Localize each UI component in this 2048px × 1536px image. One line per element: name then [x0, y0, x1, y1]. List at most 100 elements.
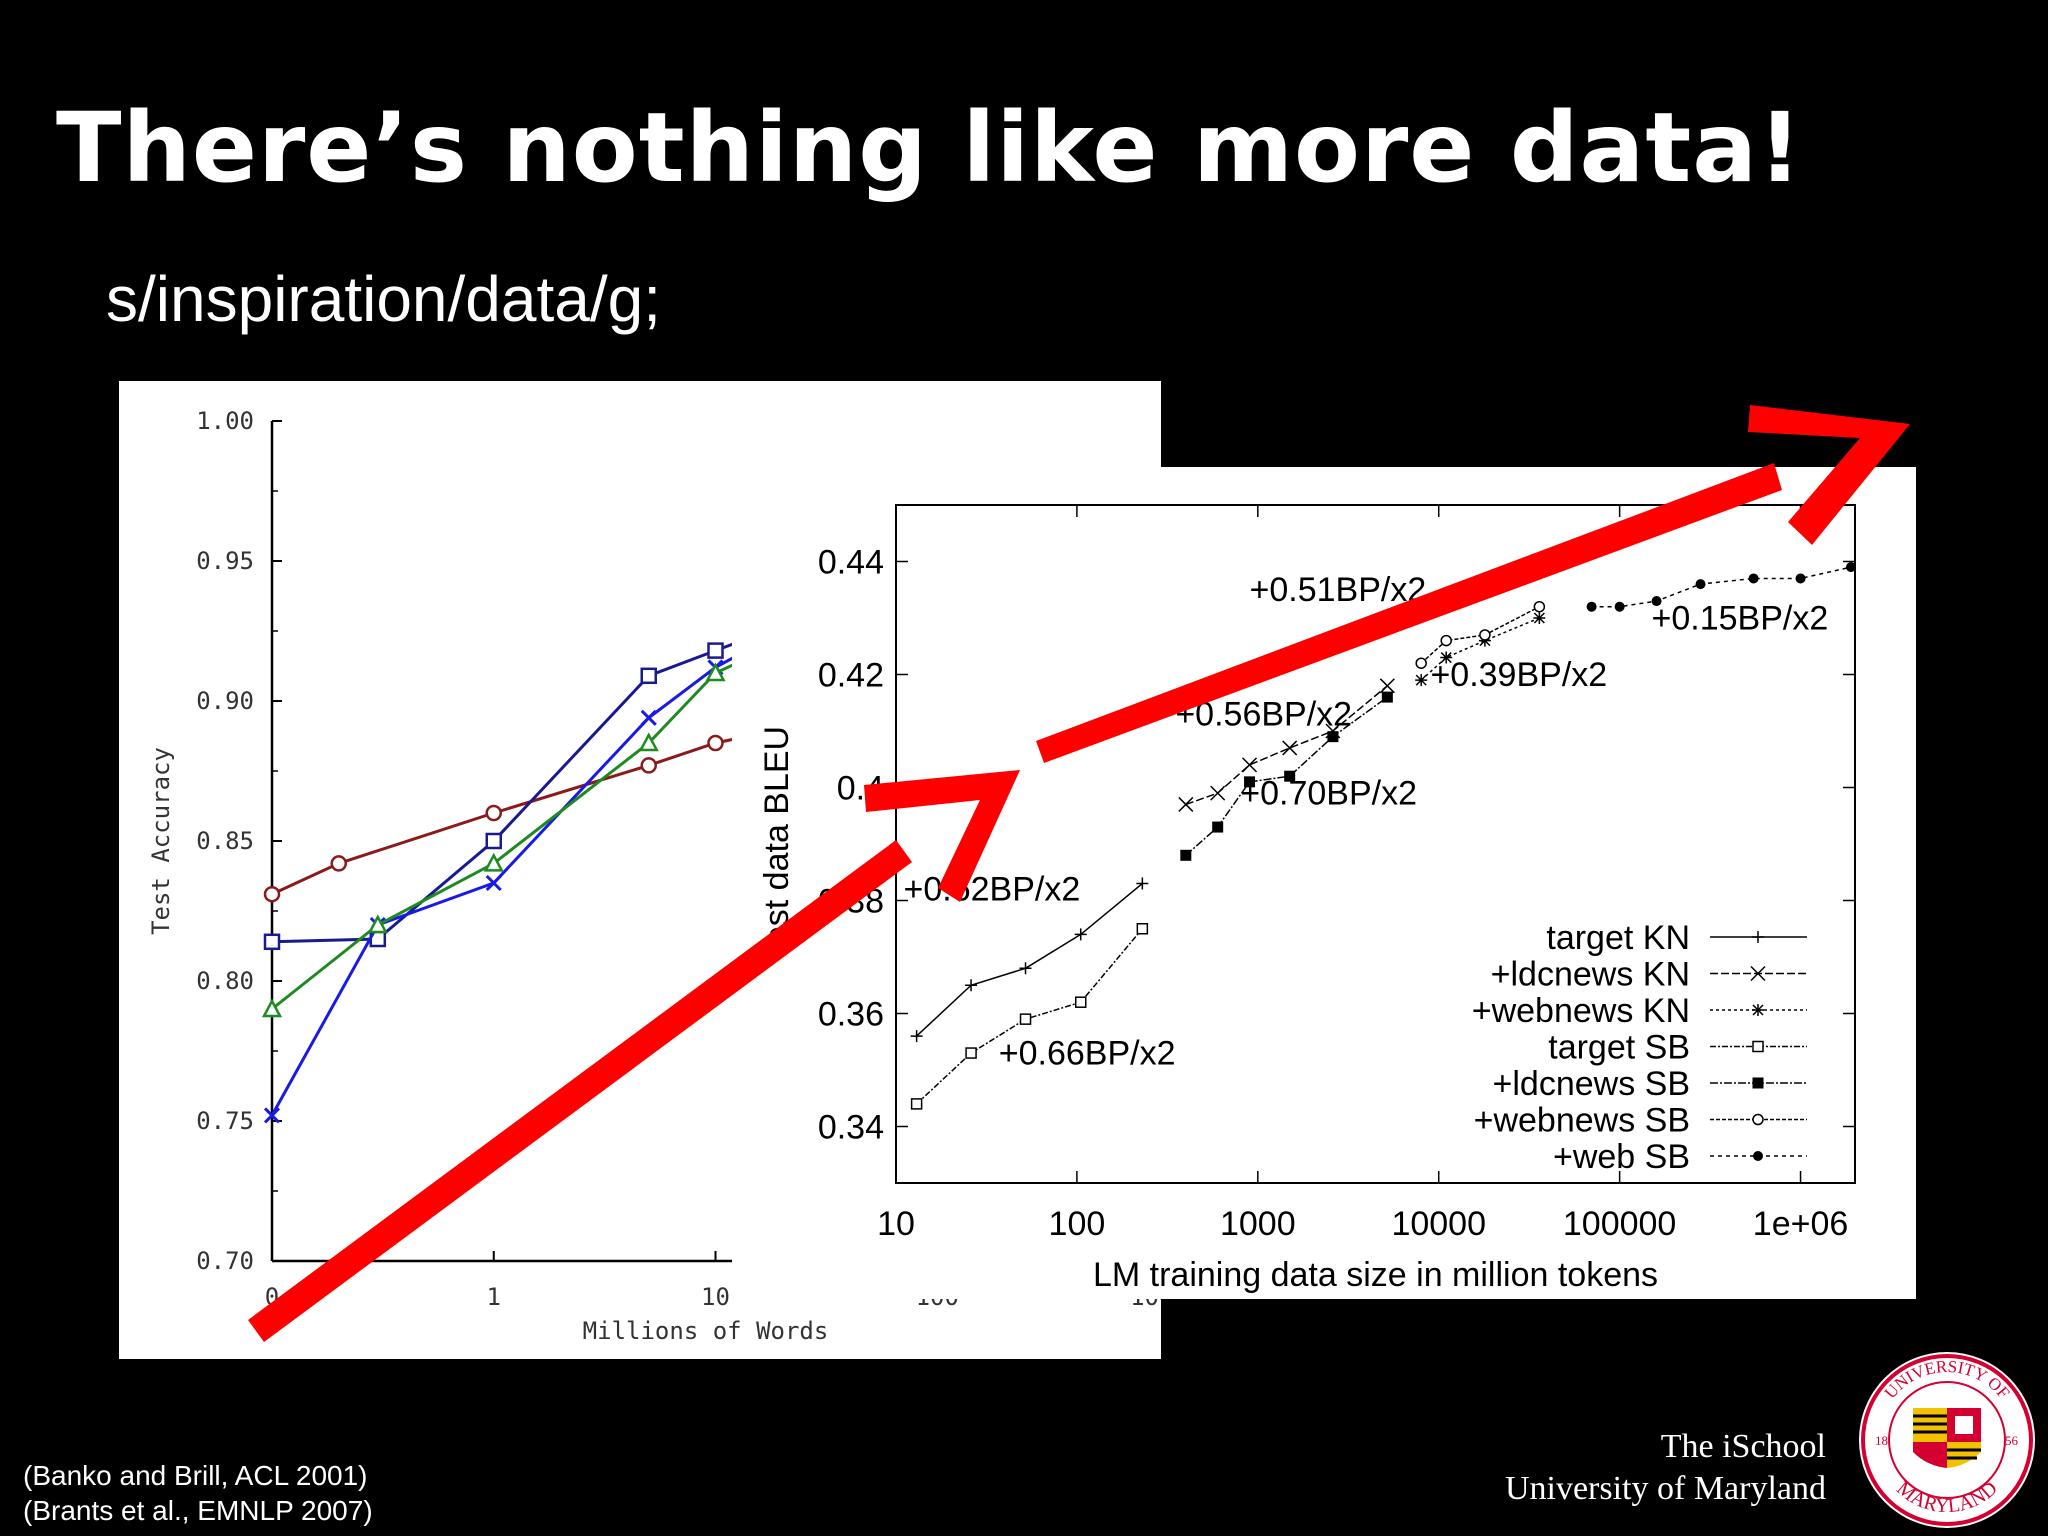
series-5	[1415, 600, 1546, 669]
slope-annotation: +0.66BP/x2	[999, 1034, 1176, 1072]
x-tick-label: 1	[487, 1283, 501, 1311]
data-point	[1178, 796, 1194, 812]
data-point	[707, 642, 724, 659]
data-point	[1019, 1013, 1032, 1025]
series-line	[1420, 606, 1540, 664]
slope-annotation: +0.62BP/x2	[903, 871, 1080, 909]
data-point	[1136, 877, 1149, 890]
legend-marker	[1753, 1151, 1763, 1161]
arrow-kink-left	[864, 770, 1020, 902]
citation-banko: (Banko and Brill, ACL 2001)	[23, 1460, 368, 1491]
data-point	[1381, 691, 1393, 703]
slope-annotation: +0.39BP/x2	[1430, 656, 1607, 694]
data-point	[483, 852, 504, 872]
y-tick-label: 0.36	[818, 996, 884, 1034]
arrow-head	[1748, 405, 1910, 545]
data-point	[1282, 740, 1298, 756]
legend-marker	[1752, 1113, 1764, 1126]
data-point	[1136, 923, 1149, 935]
data-point	[1440, 634, 1452, 647]
data-point	[263, 1107, 281, 1124]
data-point	[640, 709, 657, 726]
data-point	[640, 757, 657, 774]
data-point	[1019, 962, 1032, 975]
data-point	[1748, 573, 1759, 584]
data-point	[1795, 573, 1806, 584]
legend-marker	[1752, 1004, 1764, 1016]
bleu-chart-panel: 0.340.360.380.40.420.4410100100010000100…	[732, 467, 1916, 1299]
legend-label: target KN	[1546, 919, 1690, 957]
slope-annotation: +0.15BP/x2	[1651, 599, 1828, 637]
data-point	[1845, 562, 1856, 573]
shield-cross	[1955, 1416, 1973, 1434]
arrow-segment-upper	[1036, 463, 1782, 763]
data-point	[1533, 612, 1546, 624]
slide-title: There’s nothing like more data!	[56, 92, 1803, 204]
y-tick-label: 0.90	[196, 687, 254, 715]
data-point	[485, 804, 502, 822]
legend-marker	[1750, 965, 1766, 982]
data-point	[1212, 821, 1224, 833]
y-tick-label: 0.95	[196, 547, 254, 575]
x-tick-label: 100000	[1563, 1205, 1676, 1243]
data-point	[1244, 776, 1256, 788]
citation-brants: (Brants et al., EMNLP 2007)	[23, 1495, 373, 1526]
data-point	[1440, 651, 1453, 664]
data-point	[485, 832, 502, 850]
y-tick-label: 0.34	[818, 1109, 884, 1147]
data-point	[1210, 785, 1226, 801]
x-axis-label: Millions of Words	[583, 1317, 829, 1345]
university-name: University of Maryland	[1504, 1470, 1826, 1507]
data-point	[1586, 601, 1597, 612]
legend-label: +webnews KN	[1472, 992, 1690, 1030]
data-point	[910, 1098, 923, 1110]
seal-ring	[1861, 1354, 2033, 1526]
data-point	[965, 1047, 977, 1059]
data-point	[1074, 928, 1087, 941]
data-point	[705, 662, 726, 682]
x-tick-label: 10	[877, 1205, 915, 1243]
legend-label: target SB	[1548, 1029, 1690, 1067]
data-point	[1284, 770, 1296, 782]
x-tick-label: 10	[701, 1283, 730, 1311]
series-4	[1180, 691, 1393, 861]
y-tick-label: 0.42	[818, 657, 884, 695]
data-point	[263, 885, 281, 903]
series-line	[1420, 617, 1540, 681]
data-point	[1242, 757, 1258, 773]
legend-label: +web SB	[1553, 1138, 1690, 1176]
data-point	[330, 855, 348, 872]
x-axis-label: LM training data size in million tokens	[1093, 1256, 1658, 1294]
y-axis-label: Test Accuracy	[147, 747, 175, 935]
slope-annotation: +0.70BP/x2	[1240, 774, 1417, 812]
data-point	[1695, 579, 1706, 590]
x-tick-label: 1000	[1220, 1205, 1296, 1243]
legend-marker	[1752, 1040, 1764, 1053]
slide-subtitle: s/inspiration/data/g;	[106, 263, 661, 335]
data-point	[1614, 601, 1625, 612]
legend-label: +webnews SB	[1474, 1102, 1690, 1140]
shield-q3	[1913, 1442, 1947, 1468]
x-tick-label: 1e+06	[1753, 1205, 1849, 1243]
school-name: The iSchool	[1660, 1428, 1826, 1465]
data-point	[1180, 849, 1192, 861]
y-tick-label: 0.75	[196, 1107, 254, 1135]
y-tick-label: 1.00	[196, 407, 254, 435]
data-point	[1479, 629, 1491, 641]
series-line	[1185, 685, 1388, 806]
seal-year-right: 56	[2005, 1433, 2019, 1448]
series-0	[910, 877, 1149, 1043]
data-point	[485, 874, 502, 892]
y-tick-label: 0.80	[196, 967, 254, 995]
data-point	[261, 998, 283, 1018]
data-point	[367, 914, 388, 934]
legend-label: +ldcnews SB	[1493, 1065, 1691, 1103]
data-point	[638, 732, 659, 752]
seal-inner-ring	[1888, 1381, 2006, 1499]
series-line	[916, 928, 1143, 1105]
y-tick-label: 0.85	[196, 827, 254, 855]
legend-marker	[1752, 1077, 1764, 1089]
